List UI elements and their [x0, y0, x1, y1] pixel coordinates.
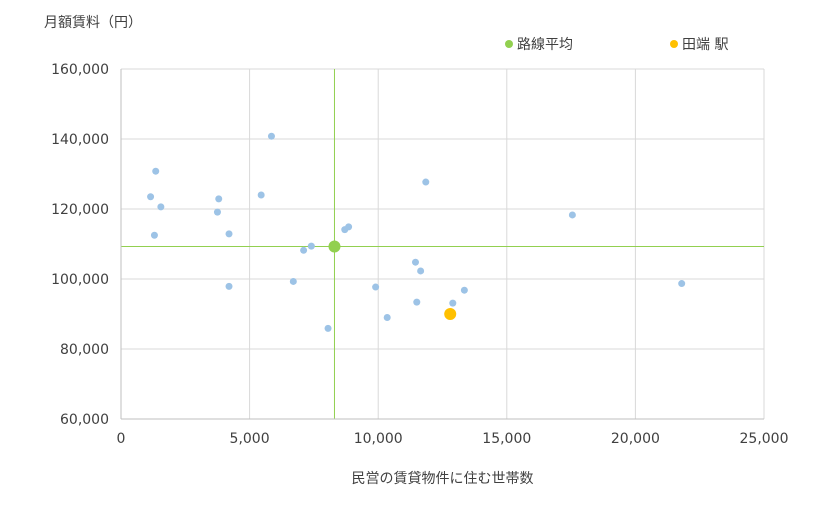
legend-marker-station [670, 40, 678, 48]
axes [120, 69, 764, 420]
y-tick-label: 100,000 [51, 272, 109, 288]
data-point [678, 280, 686, 288]
legend-label-average: 路線平均 [517, 37, 573, 53]
data-point [383, 314, 391, 321]
legend-item-station: 田端 駅 [670, 34, 728, 54]
tick-labels: 60,000 80,000 100,000 120,000 140,000 160,000… [51, 62, 788, 447]
data-point [150, 231, 158, 239]
y-tick-label: 160,000 [51, 62, 109, 78]
data-point [411, 258, 419, 266]
reference-lines [121, 69, 764, 419]
data-point [257, 191, 265, 199]
data-point [413, 298, 421, 306]
legend-marker-average [505, 40, 513, 48]
data-point [147, 193, 155, 201]
data-point [417, 267, 425, 275]
y-tick-label: 80,000 [60, 342, 109, 358]
y-axis-label: 月額賃料（円） [44, 15, 142, 31]
gridlines [121, 68, 765, 419]
data-point [213, 208, 221, 216]
data-point [215, 195, 223, 203]
data-point [324, 324, 332, 332]
data-point [307, 242, 315, 250]
data-point [449, 299, 457, 307]
y-tick-label: 120,000 [51, 202, 109, 218]
y-tick-label: 140,000 [51, 132, 109, 148]
legend-item-line-average: 路線平均 [505, 34, 573, 54]
x-tick-label: 25,000 [740, 431, 789, 447]
data-point [157, 203, 165, 211]
x-axis-label: 民営の賃貸物件に住む世帯数 [351, 471, 534, 487]
data-point [267, 132, 275, 140]
data-point [225, 230, 233, 238]
data-point [345, 223, 353, 231]
data-point [372, 283, 380, 291]
data-point [225, 282, 233, 290]
x-tick-label: 20,000 [611, 431, 660, 447]
data-point [289, 277, 297, 285]
data-point [460, 286, 468, 294]
data-points [147, 132, 686, 332]
average-point [328, 240, 341, 253]
data-point [152, 167, 160, 175]
station-point [444, 308, 457, 320]
legend-label-station: 田端 駅 [682, 37, 729, 53]
x-tick-label: 0 [117, 431, 126, 447]
x-tick-label: 15,000 [482, 431, 531, 447]
data-point [422, 178, 430, 186]
data-point [300, 246, 308, 254]
y-tick-label: 60,000 [60, 412, 109, 428]
data-point [568, 211, 576, 219]
x-tick-label: 5,000 [230, 431, 270, 447]
x-tick-label: 10,000 [354, 431, 403, 447]
